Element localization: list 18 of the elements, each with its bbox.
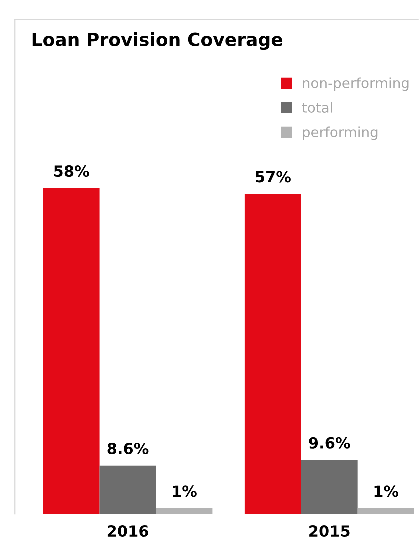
bar bbox=[358, 508, 414, 514]
bar bbox=[43, 188, 100, 514]
bar bbox=[156, 508, 213, 514]
x-tick-label: 2015 bbox=[310, 525, 350, 538]
data-label: 58% bbox=[54, 166, 90, 178]
legend-label: total bbox=[302, 102, 332, 113]
text: Loan Provision Coverage bbox=[32, 32, 283, 50]
data-label: 1% bbox=[173, 486, 197, 498]
x-tick-label: 2016 bbox=[108, 525, 148, 538]
bar bbox=[301, 460, 358, 514]
legend-label: non-performing bbox=[303, 78, 409, 92]
data-label: 57% bbox=[256, 171, 291, 183]
data-label: 8.6% bbox=[108, 442, 149, 455]
legend-label: performing bbox=[303, 126, 378, 140]
bar bbox=[244, 194, 302, 514]
data-label: 1% bbox=[374, 486, 399, 498]
bar bbox=[100, 466, 156, 514]
data-label: 9.6% bbox=[309, 437, 350, 449]
